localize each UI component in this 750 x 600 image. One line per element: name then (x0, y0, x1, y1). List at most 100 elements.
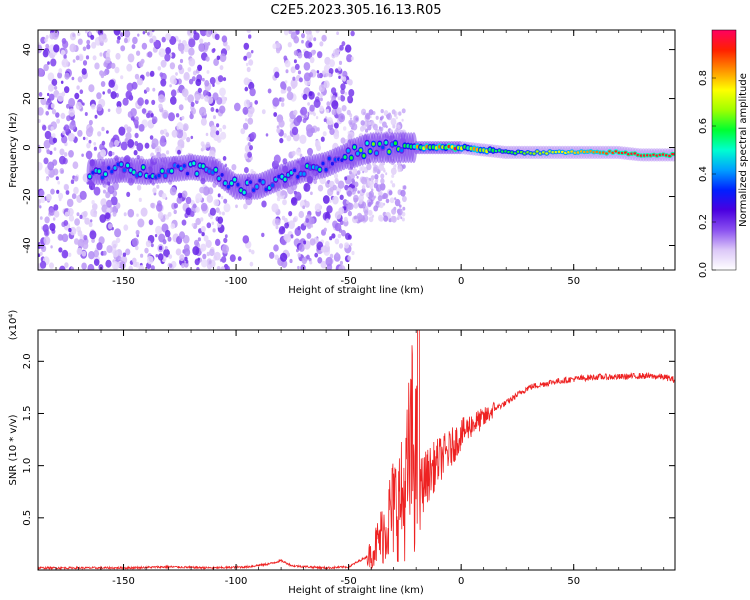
spectrogram-cell (171, 129, 178, 138)
spectrogram-cell (85, 30, 88, 34)
spectrogram-cell (393, 113, 397, 117)
spectrogram-xtick-label: 50 (567, 276, 580, 287)
spectrogram-cell (207, 41, 211, 46)
spectrogram-cell (134, 73, 140, 80)
spectrogram-cell (249, 87, 256, 97)
spectrogram-cell (235, 204, 238, 209)
spectrogram-cell (365, 112, 371, 120)
snr-ytick-label: 0.5 (22, 510, 33, 526)
spectrogram-cell (297, 52, 303, 59)
spectrogram-cell (398, 111, 402, 116)
colorbar-tick-label: 0.8 (698, 70, 709, 86)
spectrogram-cell (93, 142, 97, 146)
spectrogram-cell (105, 212, 111, 220)
colorbar-tick-label: 0.2 (698, 214, 709, 230)
spectrogram-cell (63, 86, 70, 94)
spectrogram-cell (361, 176, 367, 185)
spectrogram-cell (99, 214, 107, 223)
spectrogram-cell (61, 233, 69, 243)
spectrogram-cell (194, 258, 200, 266)
spectrogram-cell (337, 180, 345, 189)
spectrogram-cell (108, 141, 114, 148)
spectrogram-cell (291, 126, 299, 136)
spectrogram-cell (94, 62, 100, 70)
spectrogram-cell (247, 142, 251, 146)
spectrogram-cell (82, 46, 87, 52)
spectrogram-cell (401, 108, 406, 114)
spectrogram-cell (88, 174, 92, 179)
spectrogram-cell (342, 76, 347, 82)
spectrogram-cell (78, 55, 84, 62)
spectrogram-cell (67, 208, 74, 217)
spectrogram-cell (346, 54, 353, 63)
spectrogram-cell (190, 101, 195, 107)
spectrogram-cell (288, 30, 292, 35)
spectrogram-cell (281, 259, 288, 268)
spectrogram-cell (398, 121, 402, 126)
spectrogram-cell (106, 245, 113, 254)
spectrogram-cell (324, 167, 328, 172)
spectrogram-cell (281, 189, 286, 196)
spectrogram-cell (115, 237, 121, 244)
spectrogram-cell (244, 167, 249, 174)
spectrogram-cell (168, 112, 175, 122)
spectrogram-cell (249, 261, 254, 267)
spectrogram-cell (127, 208, 135, 218)
spectrogram-cell (320, 246, 326, 253)
spectrogram-cell (229, 254, 236, 262)
spectrogram-cell (272, 97, 280, 107)
spectrogram-cell (156, 184, 160, 189)
spectrogram-cell (89, 230, 97, 240)
spectrogram-cell (360, 120, 365, 126)
spectrogram-cell (306, 51, 313, 59)
spectrogram-cell (334, 222, 342, 232)
spectrogram-cell (368, 209, 373, 216)
spectrogram-cell (363, 127, 366, 131)
spectrogram-cell (42, 124, 47, 131)
spectrogram-cell (155, 225, 163, 235)
spectrogram-cell (47, 72, 55, 81)
spectrogram-cell (327, 156, 331, 161)
spectrogram-cell (337, 66, 342, 71)
spectrogram-cell (273, 244, 279, 252)
spectrogram-cell (160, 78, 167, 87)
spectrogram-cell (107, 108, 111, 113)
spectrogram-cell (93, 258, 100, 266)
spectrogram-cell (45, 231, 49, 236)
spectrogram-cell (141, 108, 147, 114)
spectrogram-xtick-label: -50 (340, 276, 356, 287)
spectrogram-cell (329, 199, 332, 203)
spectrogram-cell (242, 235, 250, 244)
spectrogram-cell (293, 168, 297, 173)
spectrogram-cell (68, 97, 76, 108)
spectrogram-cell (44, 216, 50, 224)
spectrogram-cell (100, 149, 107, 158)
spectrogram-cell (274, 71, 280, 79)
spectrogram-cell (216, 123, 220, 128)
spectrogram-cell (326, 117, 333, 126)
spectrogram-xtick-label: -100 (225, 276, 248, 287)
spectrogram-cell (234, 102, 241, 112)
snr-ytick-label: 1.0 (22, 458, 33, 474)
spectrogram-cell (223, 237, 228, 244)
spectrogram-cell (51, 30, 59, 40)
spectrogram-cell (293, 109, 298, 116)
spectrogram-cell (385, 198, 390, 204)
spectrogram-cell (313, 112, 316, 117)
spectrogram-cell (154, 145, 162, 154)
spectrogram-cell (276, 127, 281, 134)
spectrogram-cell (378, 202, 384, 209)
spectrogram-cell (313, 99, 321, 108)
spectrogram-cell (86, 142, 91, 149)
spectrogram-cell (217, 193, 221, 198)
spectrogram-cell (187, 67, 192, 72)
spectrogram-cell (86, 39, 91, 45)
spectrogram-cell (356, 151, 360, 156)
spectrogram-cell (191, 223, 195, 227)
spectrogram-cell (115, 106, 122, 115)
spectrogram-cell (209, 248, 215, 257)
spectrogram-cell (165, 33, 172, 41)
spectrogram-cell (261, 109, 266, 115)
spectrogram-cell (371, 181, 374, 185)
spectrogram-cell (325, 108, 330, 114)
